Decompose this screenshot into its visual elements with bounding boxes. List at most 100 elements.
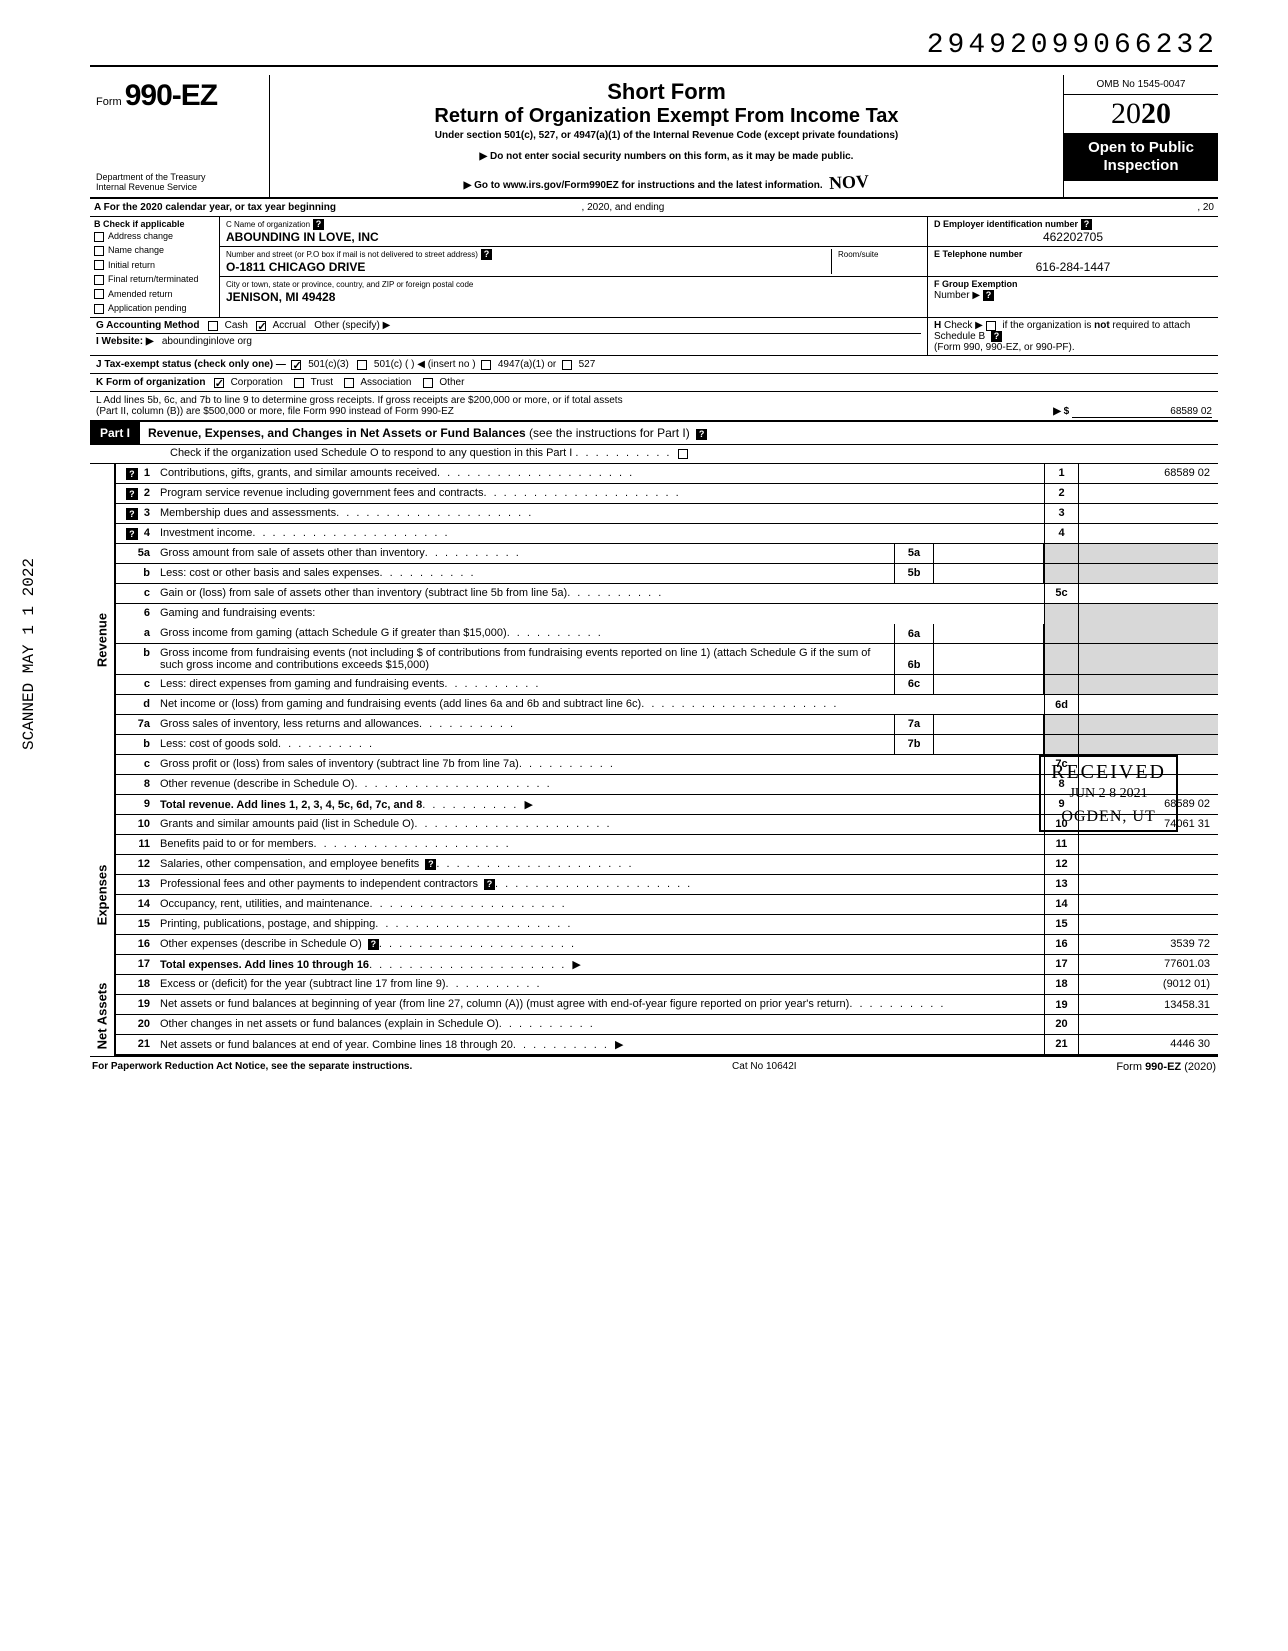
- line5c-val: [1078, 584, 1218, 603]
- h-sub: (Form 990, 990-EZ, or 990-PF).: [934, 342, 1212, 353]
- form-header: Form 990-EZ Department of the Treasury I…: [90, 75, 1218, 199]
- help-icon[interactable]: ?: [983, 290, 994, 301]
- help-icon[interactable]: ?: [991, 331, 1002, 342]
- line21-text: Net assets or fund balances at end of ye…: [160, 1039, 513, 1051]
- line16-text: Other expenses (describe in Schedule O): [160, 938, 362, 950]
- line7c-text: Gross profit or (loss) from sales of inv…: [160, 758, 519, 770]
- cb-cash[interactable]: [208, 321, 218, 331]
- row-a-tax-year: A For the 2020 calendar year, or tax yea…: [90, 199, 1218, 217]
- row-j: J Tax-exempt status (check only one) — 5…: [90, 356, 1218, 374]
- top-rule: [90, 65, 1218, 67]
- cb-527[interactable]: [562, 360, 572, 370]
- goto-text: ▶ Go to www.irs.gov/Form990EZ for instru…: [464, 180, 823, 191]
- stamp-received: RECEIVED: [1051, 761, 1166, 784]
- footer-cat-no: Cat No 10642I: [732, 1061, 797, 1073]
- cb-other-org[interactable]: [423, 378, 433, 388]
- expenses-side-label: Expenses: [95, 865, 110, 926]
- line20-val: [1078, 1015, 1218, 1034]
- col-b-checkboxes: B Check if applicable Address change Nam…: [90, 217, 220, 317]
- c-addr-label: Number and street (or P.O box if mail is…: [226, 250, 478, 259]
- line21-val: 4446 30: [1078, 1035, 1218, 1054]
- line5a-text: Gross amount from sale of assets other t…: [160, 547, 425, 559]
- line6c-text: Less: direct expenses from gaming and fu…: [160, 678, 444, 690]
- line6d-text: Net income or (loss) from gaming and fun…: [160, 698, 641, 710]
- line5c-text: Gain or (loss) from sale of assets other…: [160, 587, 567, 599]
- cb-name-change[interactable]: Name change: [94, 243, 215, 257]
- line15-text: Printing, publications, postage, and shi…: [160, 918, 375, 930]
- org-name: ABOUNDING IN LOVE, INC: [226, 230, 379, 244]
- line11-val: [1078, 835, 1218, 854]
- line6-text: Gaming and fundraising events:: [156, 604, 1044, 624]
- col-c-org-info: C Name of organization? ABOUNDING IN LOV…: [220, 217, 928, 317]
- row-a-left: A For the 2020 calendar year, or tax yea…: [94, 202, 336, 213]
- website-label: I Website: ▶: [96, 336, 154, 347]
- line14-text: Occupancy, rent, utilities, and maintena…: [160, 898, 370, 910]
- line3-val: [1078, 504, 1218, 523]
- website-value: aboundinginlove org: [162, 336, 252, 347]
- omb-number: OMB No 1545-0047: [1064, 75, 1218, 95]
- year-plain: 20: [1111, 97, 1141, 130]
- cb-501c[interactable]: [357, 360, 367, 370]
- line15-num: 15: [1044, 915, 1078, 934]
- corp-label: Corporation: [231, 377, 283, 388]
- help-icon[interactable]: ?: [481, 249, 492, 260]
- line18-val: (9012 01): [1078, 975, 1218, 994]
- cb-initial-return[interactable]: Initial return: [94, 258, 215, 272]
- line7a-text: Gross sales of inventory, less returns a…: [160, 718, 419, 730]
- 527-label: 527: [579, 359, 596, 370]
- part1-tag: Part I: [90, 422, 140, 444]
- expenses-block: Expenses 10Grants and similar amounts pa…: [90, 815, 1218, 975]
- line14-num: 14: [1044, 895, 1078, 914]
- cb-final-return[interactable]: Final return/terminated: [94, 272, 215, 286]
- line1-text: Contributions, gifts, grants, and simila…: [160, 467, 437, 479]
- b-head: B Check if applicable: [94, 219, 215, 229]
- stamp-location: OGDEN, UT: [1051, 808, 1166, 826]
- line11-text: Benefits paid to or for members: [160, 838, 313, 850]
- page-footer: For Paperwork Reduction Act Notice, see …: [90, 1056, 1218, 1077]
- under-section: Under section 501(c), 527, or 4947(a)(1)…: [282, 130, 1051, 141]
- line18-text: Excess or (deficit) for the year (subtra…: [160, 978, 446, 990]
- goto-url: ▶ Go to www.irs.gov/Form990EZ for instru…: [282, 172, 1051, 193]
- row-a-mid: , 2020, and ending: [582, 202, 665, 213]
- tax-year: 2020: [1064, 95, 1218, 133]
- cb-schedule-b[interactable]: [986, 321, 996, 331]
- help-icon[interactable]: ?: [368, 939, 379, 950]
- short-form-title: Short Form: [282, 79, 1051, 105]
- help-icon[interactable]: ?: [425, 859, 436, 870]
- help-icon[interactable]: ?: [696, 429, 707, 440]
- line13-val: [1078, 875, 1218, 894]
- cb-corporation[interactable]: [214, 378, 224, 388]
- k-label: K Form of organization: [96, 377, 205, 388]
- room-suite-label: Room/suite: [838, 250, 878, 259]
- line4-val: [1078, 524, 1218, 543]
- line16-val: 3539 72: [1078, 935, 1218, 954]
- cb-501c3[interactable]: [291, 360, 301, 370]
- row-g-h: G Accounting Method Cash Accrual Other (…: [90, 318, 1218, 356]
- c-city-label: City or town, state or province, country…: [226, 280, 473, 289]
- line4-text: Investment income: [160, 527, 252, 539]
- line16-num: 16: [1044, 935, 1078, 954]
- h-check: H Check ▶ if the organization is not req…: [934, 320, 1212, 342]
- cb-trust[interactable]: [294, 378, 304, 388]
- phone-label: E Telephone number: [934, 249, 1022, 259]
- part1-title-rest: (see the instructions for Part I): [526, 426, 690, 440]
- 501c3-label: 501(c)(3): [308, 359, 349, 370]
- help-icon[interactable]: ?: [484, 879, 495, 890]
- cb-schedule-o[interactable]: [678, 449, 688, 459]
- help-icon[interactable]: ?: [313, 219, 324, 230]
- cb-application-pending[interactable]: Application pending: [94, 301, 215, 315]
- line17-text: Total expenses. Add lines 10 through 16: [160, 959, 369, 971]
- help-icon[interactable]: ?: [1081, 219, 1092, 230]
- cb-association[interactable]: [344, 378, 354, 388]
- phone-value: 616-284-1447: [934, 260, 1212, 274]
- line13-num: 13: [1044, 875, 1078, 894]
- cb-amended-return[interactable]: Amended return: [94, 287, 215, 301]
- other-org-label: Other: [439, 377, 464, 388]
- cb-4947a1[interactable]: [481, 360, 491, 370]
- cb-address-change[interactable]: Address change: [94, 229, 215, 243]
- assoc-label: Association: [360, 377, 411, 388]
- line12-text: Salaries, other compensation, and employ…: [160, 858, 419, 870]
- cb-accrual[interactable]: [256, 321, 266, 331]
- return-title: Return of Organization Exempt From Incom…: [282, 105, 1051, 128]
- l-txt2: (Part II, column (B)) are $500,000 or mo…: [96, 406, 454, 417]
